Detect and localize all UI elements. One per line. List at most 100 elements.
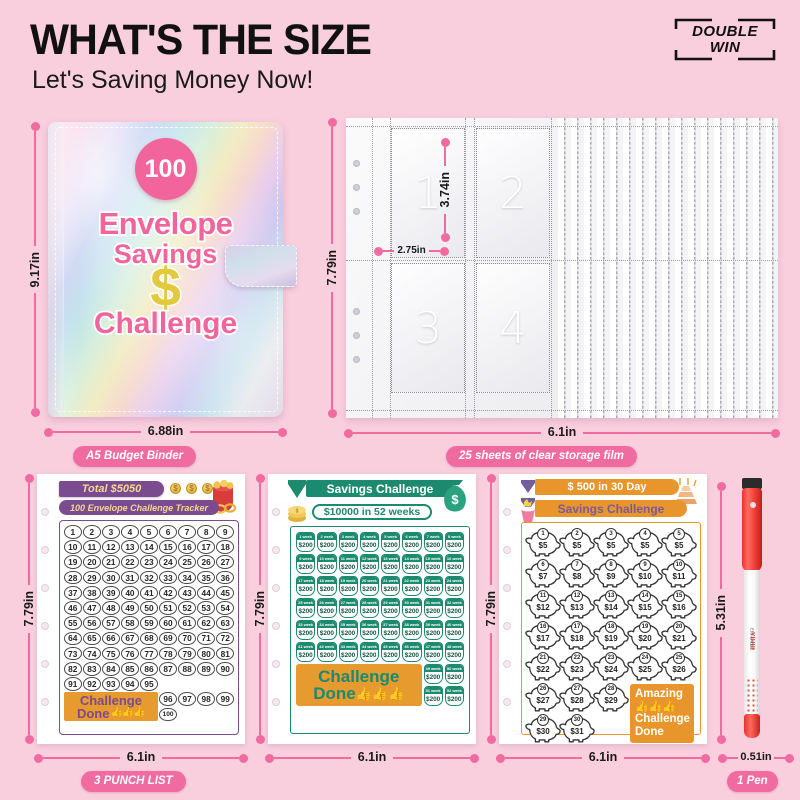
- envelope-number-cell[interactable]: 79: [178, 646, 196, 661]
- envelope-number-cell[interactable]: 75: [102, 646, 120, 661]
- envelope-number-cell[interactable]: 40: [121, 585, 139, 600]
- envelope-number-cell[interactable]: 91: [64, 677, 82, 691]
- envelope-number-cell[interactable]: 66: [102, 631, 120, 646]
- envelope-number-cell[interactable]: 26: [197, 555, 215, 570]
- envelope-number-cell[interactable]: 9: [216, 525, 234, 539]
- envelope-number-cell[interactable]: 54: [216, 601, 234, 615]
- envelope-number-cell[interactable]: 90: [216, 661, 234, 676]
- envelope-number-cell[interactable]: 37: [64, 585, 82, 600]
- envelope-number-cell[interactable]: 100: [159, 707, 177, 722]
- envelope-number-cell[interactable]: 88: [178, 661, 196, 676]
- week-badge[interactable]: 18 week $200: [317, 576, 337, 596]
- piggy-bank-item[interactable]: 3 $5: [593, 528, 629, 557]
- week-badge[interactable]: 25 week $200: [296, 598, 316, 618]
- envelope-number-cell[interactable]: 14: [140, 540, 158, 554]
- piggy-bank-item[interactable]: 13 $14: [593, 590, 629, 619]
- week-badge[interactable]: 31 week $200: [423, 598, 443, 618]
- piggy-bank-item[interactable]: 17 $18: [559, 621, 595, 650]
- envelope-number-cell[interactable]: 12: [102, 540, 120, 554]
- week-badge[interactable]: 14 week $200: [402, 554, 422, 574]
- envelope-number-cell[interactable]: 89: [197, 661, 215, 676]
- envelope-number-cell[interactable]: 47: [83, 601, 101, 615]
- week-badge[interactable]: 39 week $200: [423, 620, 443, 640]
- envelope-number-cell[interactable]: 71: [197, 631, 215, 646]
- week-badge[interactable]: 35 week $200: [338, 620, 358, 640]
- week-badge[interactable]: 37 week $200: [381, 620, 401, 640]
- envelope-number-cell[interactable]: 68: [140, 631, 158, 646]
- envelope-number-cell[interactable]: 31: [121, 570, 139, 585]
- envelope-number-cell[interactable]: 59: [140, 616, 158, 631]
- week-badge[interactable]: 16 week $200: [444, 554, 464, 574]
- envelope-number-cell[interactable]: 34: [178, 570, 196, 585]
- week-badge[interactable]: 33 week $200: [296, 620, 316, 640]
- week-badge[interactable]: 52 week $200: [444, 686, 464, 706]
- piggy-bank-item[interactable]: 26 $27: [525, 683, 561, 712]
- week-badge[interactable]: 46 week $200: [402, 642, 422, 662]
- week-badge[interactable]: 10 week $200: [317, 554, 337, 574]
- piggy-bank-item[interactable]: 15 $16: [661, 590, 697, 619]
- piggy-bank-item[interactable]: 23 $24: [593, 652, 629, 681]
- week-badge[interactable]: 32 week $200: [444, 598, 464, 618]
- envelope-number-cell[interactable]: 56: [83, 616, 101, 631]
- week-badge[interactable]: 49 week $200: [423, 664, 443, 684]
- envelope-number-cell[interactable]: 7: [178, 525, 196, 539]
- week-badge[interactable]: 45 week $200: [381, 642, 401, 662]
- piggy-bank-item[interactable]: 10 $11: [661, 559, 697, 588]
- week-badge[interactable]: 36 week $200: [359, 620, 379, 640]
- piggy-bank-item[interactable]: 30 $31: [559, 714, 595, 743]
- week-badge[interactable]: 24 week $200: [444, 576, 464, 596]
- week-badge[interactable]: 26 week $200: [317, 598, 337, 618]
- envelope-number-cell[interactable]: 3: [102, 525, 120, 539]
- envelope-number-cell[interactable]: 70: [178, 631, 196, 646]
- envelope-number-cell[interactable]: 93: [102, 677, 120, 691]
- envelope-number-cell[interactable]: 97: [178, 692, 196, 707]
- envelope-number-cell[interactable]: 84: [102, 661, 120, 676]
- week-badge[interactable]: 17 week $200: [296, 576, 316, 596]
- envelope-number-cell[interactable]: 16: [178, 540, 196, 554]
- week-badge[interactable]: 50 week $200: [444, 664, 464, 684]
- envelope-number-cell[interactable]: 44: [197, 585, 215, 600]
- week-badge[interactable]: 11 week $200: [338, 554, 358, 574]
- week-badge[interactable]: 13 week $200: [381, 554, 401, 574]
- envelope-number-cell[interactable]: 80: [197, 646, 215, 661]
- piggy-bank-item[interactable]: 1 $5: [525, 528, 561, 557]
- piggy-bank-item[interactable]: 18 $19: [593, 621, 629, 650]
- envelope-number-cell[interactable]: 30: [102, 570, 120, 585]
- envelope-number-cell[interactable]: 36: [216, 570, 234, 585]
- envelope-number-cell[interactable]: 58: [121, 616, 139, 631]
- envelope-number-cell[interactable]: 65: [83, 631, 101, 646]
- envelope-number-cell[interactable]: 32: [140, 570, 158, 585]
- week-badge[interactable]: 48 week $200: [444, 642, 464, 662]
- envelope-number-cell[interactable]: 76: [121, 646, 139, 661]
- envelope-number-cell[interactable]: 96: [159, 692, 177, 707]
- week-badge[interactable]: 12 week $200: [359, 554, 379, 574]
- envelope-number-cell[interactable]: 78: [159, 646, 177, 661]
- week-badge[interactable]: 30 week $200: [402, 598, 422, 618]
- envelope-number-cell[interactable]: 72: [216, 631, 234, 646]
- envelope-number-cell[interactable]: 48: [102, 601, 120, 615]
- envelope-number-cell[interactable]: 61: [178, 616, 196, 631]
- week-badge[interactable]: 6 week $200: [402, 532, 422, 552]
- envelope-number-cell[interactable]: 45: [216, 585, 234, 600]
- envelope-number-cell[interactable]: 99: [216, 692, 234, 707]
- piggy-bank-item[interactable]: 22 $23: [559, 652, 595, 681]
- piggy-bank-item[interactable]: 6 $7: [525, 559, 561, 588]
- envelope-number-cell[interactable]: 86: [140, 661, 158, 676]
- week-badge[interactable]: 22 week $200: [402, 576, 422, 596]
- week-badge[interactable]: 19 week $200: [338, 576, 358, 596]
- envelope-number-cell[interactable]: 4: [121, 525, 139, 539]
- envelope-number-cell[interactable]: 74: [83, 646, 101, 661]
- piggy-bank-item[interactable]: 19 $20: [627, 621, 663, 650]
- envelope-number-cell[interactable]: 51: [159, 601, 177, 615]
- envelope-number-cell[interactable]: 73: [64, 646, 82, 661]
- envelope-number-cell[interactable]: 6: [159, 525, 177, 539]
- envelope-number-cell[interactable]: 8: [197, 525, 215, 539]
- envelope-number-cell[interactable]: 35: [197, 570, 215, 585]
- envelope-number-cell[interactable]: 18: [216, 540, 234, 554]
- envelope-number-cell[interactable]: 60: [159, 616, 177, 631]
- week-badge[interactable]: 23 week $200: [423, 576, 443, 596]
- envelope-number-cell[interactable]: 92: [83, 677, 101, 691]
- envelope-number-cell[interactable]: 17: [197, 540, 215, 554]
- envelope-number-cell[interactable]: 21: [102, 555, 120, 570]
- envelope-number-cell[interactable]: 42: [159, 585, 177, 600]
